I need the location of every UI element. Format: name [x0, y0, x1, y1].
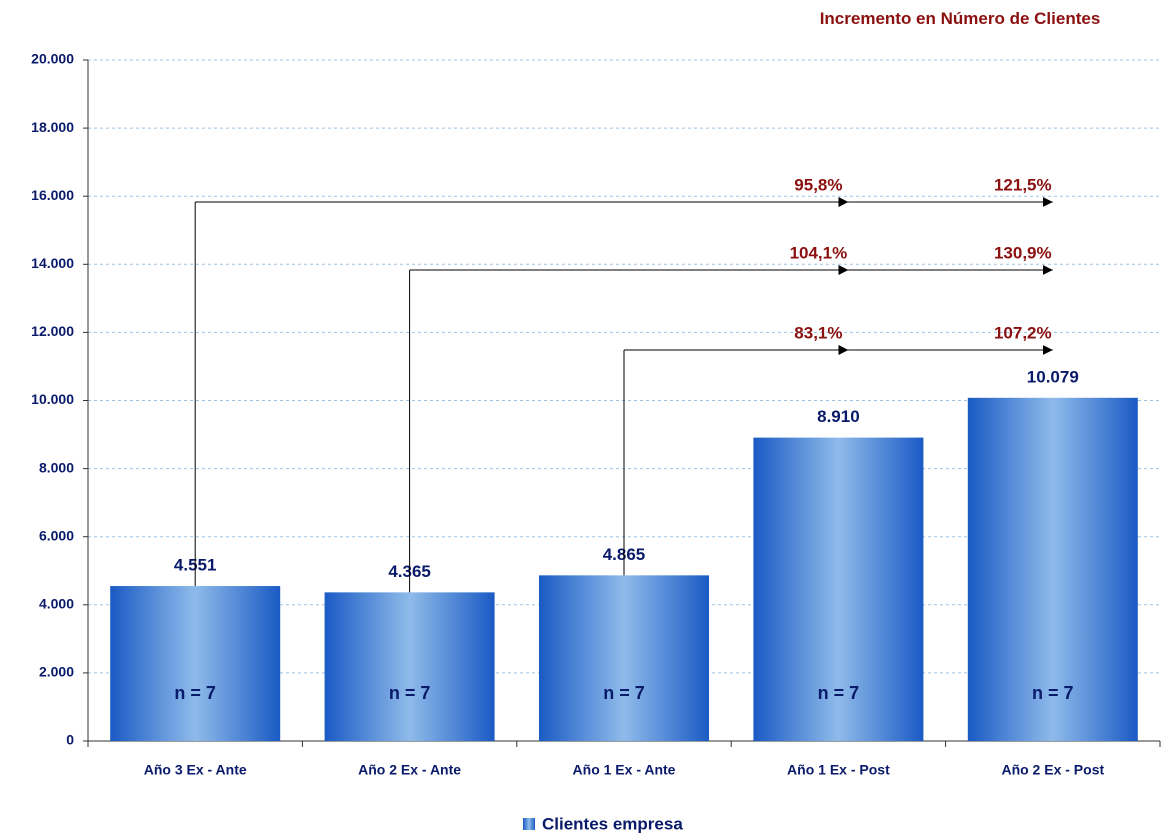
y-tick-label: 4.000 — [39, 596, 74, 612]
bar-text: n = 7 — [1032, 683, 1074, 703]
x-tick-label: Año 3 Ex - Ante — [144, 762, 247, 778]
bar — [967, 397, 1138, 741]
y-tick-label: 12.000 — [31, 323, 74, 339]
bar-text: n = 7 — [818, 683, 860, 703]
y-tick-label: 0 — [66, 732, 74, 748]
annotation-label: 121,5% — [994, 175, 1052, 194]
y-tick-label: 18.000 — [31, 119, 74, 135]
y-tick-label: 6.000 — [39, 527, 74, 543]
bar — [110, 586, 281, 741]
x-tick-label: Año 2 Ex - Post — [1001, 762, 1104, 778]
value-label: 8.910 — [817, 407, 860, 426]
x-tick-label: Año 1 Ex - Post — [787, 762, 890, 778]
bar — [539, 575, 709, 741]
annotation-label: 130,9% — [994, 243, 1052, 262]
bar-text: n = 7 — [603, 683, 645, 703]
y-tick-label: 14.000 — [31, 255, 74, 271]
y-tick-label: 20.000 — [31, 51, 74, 67]
annotation-label: 104,1% — [790, 243, 848, 262]
y-tick-label: 2.000 — [39, 664, 74, 680]
x-tick-label: Año 2 Ex - Ante — [358, 762, 461, 778]
legend-label: Clientes empresa — [542, 814, 683, 833]
annotation-label: 95,8% — [794, 175, 842, 194]
x-tick-label: Año 1 Ex - Ante — [573, 762, 676, 778]
y-tick-label: 16.000 — [31, 187, 74, 203]
legend-swatch — [523, 818, 535, 830]
annotation-label: 83,1% — [794, 323, 842, 342]
value-label: 10.079 — [1027, 367, 1079, 386]
bar-text: n = 7 — [389, 683, 431, 703]
y-tick-label: 10.000 — [31, 391, 74, 407]
chart-title: Incremento en Número de Clientes — [819, 9, 1101, 28]
bar — [324, 592, 495, 741]
bar-text: n = 7 — [174, 683, 216, 703]
bar — [753, 437, 924, 741]
y-tick-label: 8.000 — [39, 459, 74, 475]
annotation-label: 107,2% — [994, 323, 1052, 342]
